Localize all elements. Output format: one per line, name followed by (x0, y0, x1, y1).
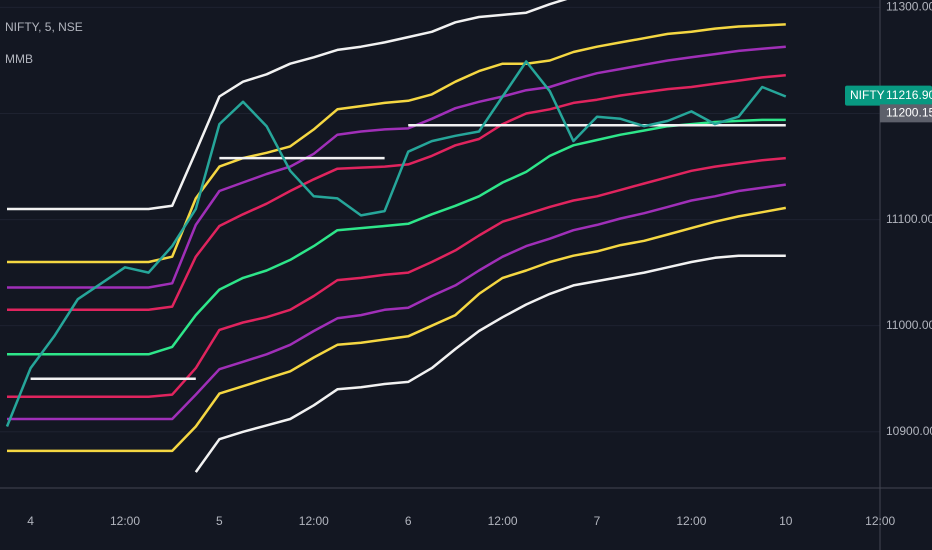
series-line (7, 0, 568, 211)
series-line (7, 156, 786, 399)
plot-area (5, 0, 787, 473)
x-tick-label: 12:00 (865, 514, 895, 528)
x-tick-label: 4 (27, 514, 34, 528)
last-price-symbol: NIFTY (850, 88, 885, 102)
series-line (7, 23, 786, 264)
x-tick-label: 7 (594, 514, 601, 528)
series-line (7, 206, 787, 453)
marker-price-box (880, 104, 932, 123)
x-tick-label: 12:00 (299, 514, 329, 528)
last-price-box (845, 85, 932, 106)
series-line (7, 183, 786, 421)
indicator-name: MMB (5, 52, 33, 66)
series-line (7, 45, 786, 289)
grid (0, 6, 880, 433)
y-tick-label: 11300.00 (886, 0, 932, 14)
x-tick-label: 6 (405, 514, 412, 528)
series-line (5, 60, 787, 427)
series-line (194, 254, 786, 473)
x-tick-label: 12:00 (110, 514, 140, 528)
series-line (7, 74, 786, 312)
last-price-label: 11216.90 (886, 88, 932, 102)
x-tick-label: 12:00 (676, 514, 706, 528)
x-tick-label: 10 (779, 514, 793, 528)
y-tick-label: 11000.00 (886, 318, 932, 332)
x-tick-label: 12:00 (488, 514, 518, 528)
y-tick-label: 10900.00 (886, 424, 932, 438)
y-tick-label: 11100.00 (886, 212, 932, 226)
x-tick-label: 5 (216, 514, 223, 528)
marker-price-label: 11200.15 (886, 106, 932, 120)
chart-title: NIFTY, 5, NSE (5, 20, 83, 34)
series-line (7, 118, 786, 356)
